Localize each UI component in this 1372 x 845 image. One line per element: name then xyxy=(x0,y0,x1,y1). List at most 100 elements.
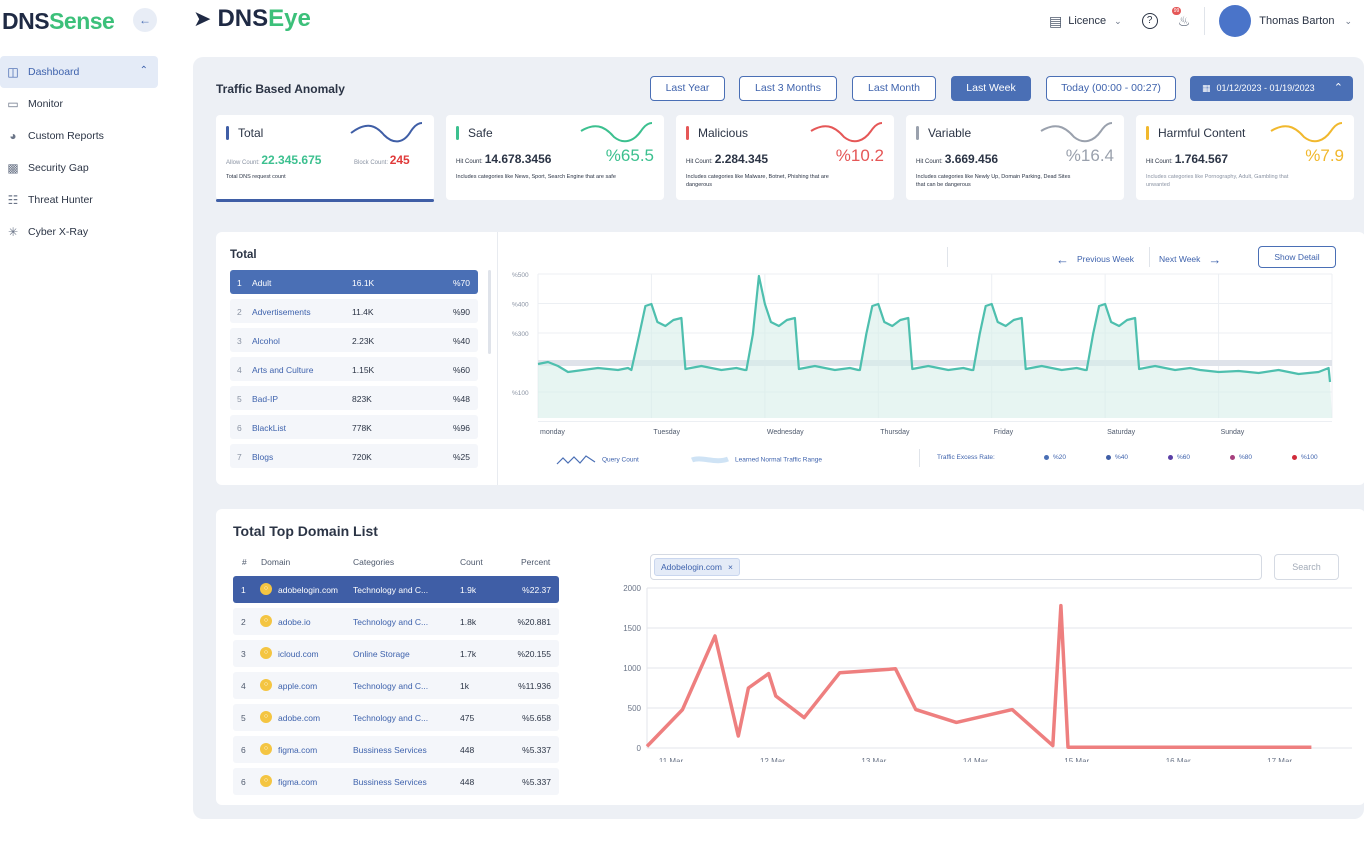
search-button[interactable]: Search xyxy=(1274,554,1339,580)
y-tick-label: %400 xyxy=(512,302,529,309)
category-row[interactable]: 2 Advertisements 11.4K %90 xyxy=(230,299,478,323)
sidebar-item-custom-reports[interactable]: ◕ Custom Reports xyxy=(0,120,158,152)
domain-name[interactable]: adobe.io xyxy=(278,617,311,627)
chevron-up-icon: ⌃ xyxy=(1333,82,1343,94)
network-icon: ☷ xyxy=(7,193,19,207)
table-row[interactable]: 3 ○ icloud.com Online Storage 1.7k %20.155 xyxy=(233,640,559,667)
next-week-button[interactable]: Next Week → xyxy=(1159,252,1222,267)
collapse-sidebar-button[interactable]: ← xyxy=(133,8,157,32)
kpi-color-bar xyxy=(456,126,459,140)
sidebar-item-threat-hunter[interactable]: ☷ Threat Hunter xyxy=(0,184,158,216)
range-last-3-months-button[interactable]: Last 3 Months xyxy=(739,76,837,101)
notification-bell-icon[interactable]: ♨ 99 xyxy=(1171,6,1191,29)
main-panel: Traffic Based Anomaly Last Year Last 3 M… xyxy=(193,57,1365,819)
category-row[interactable]: 3 Alcohol 2.23K %40 xyxy=(230,328,478,352)
table-row[interactable]: 6 ○ figma.com Bussiness Services 448 %5.337 xyxy=(233,736,559,763)
sidebar-item-security-gap[interactable]: ▩ Security Gap xyxy=(0,152,158,184)
column-header-categories[interactable]: Categories xyxy=(353,557,395,567)
column-header-percent[interactable]: Percent xyxy=(521,557,551,567)
category-row[interactable]: 7 Blogs 720K %25 xyxy=(230,444,478,468)
category-name: Alcohol xyxy=(252,336,280,346)
previous-week-button[interactable]: ← Previous Week xyxy=(1056,252,1135,267)
domain-name[interactable]: figma.com xyxy=(278,777,318,787)
kpi-card-variable[interactable]: Variable %16.4 Hit Count: 3.669.456 Inclu… xyxy=(906,115,1124,200)
category-name: Adult xyxy=(252,278,272,288)
range-last-week-button[interactable]: Last Week xyxy=(951,76,1031,101)
show-detail-button[interactable]: Show Detail xyxy=(1258,246,1336,268)
category-row[interactable]: 4 Arts and Culture 1.15K %60 xyxy=(230,357,478,381)
row-index: 3 xyxy=(237,336,242,346)
licence-menu[interactable]: Licence xyxy=(1068,15,1107,27)
kpi-name: Total xyxy=(238,126,264,140)
range-last-month-button[interactable]: Last Month xyxy=(852,76,936,101)
column-header-domain[interactable]: Domain xyxy=(261,557,291,567)
range-today-button[interactable]: Today (00:00 - 00:27) xyxy=(1046,76,1176,101)
nav-divider xyxy=(947,247,948,267)
domain-name[interactable]: adobe.com xyxy=(278,713,321,723)
calendar-icon: ▦ xyxy=(1202,83,1211,93)
sidebar-item-monitor[interactable]: ▭ Monitor xyxy=(0,88,158,120)
table-row[interactable]: 2 ○ adobe.io Technology and C... 1.8k %20.881 xyxy=(233,608,559,635)
sidebar-item-dashboard[interactable]: ◫ Dashboard ⌃ xyxy=(0,56,158,88)
domain-category: Bussiness Services xyxy=(353,777,427,787)
row-index: 5 xyxy=(237,394,242,404)
row-index: 7 xyxy=(237,452,242,462)
domain-name[interactable]: figma.com xyxy=(278,745,318,755)
category-scrollbar[interactable] xyxy=(488,270,491,354)
date-range-picker[interactable]: ▦ 01/12/2023 - 01/19/2023 ⌃ xyxy=(1190,76,1353,101)
licence-icon[interactable]: ▤ xyxy=(1048,12,1063,29)
user-name[interactable]: Thomas Barton xyxy=(1259,15,1335,27)
excess-level-legend: %20 xyxy=(1044,454,1066,461)
domain-list-title: Total Top Domain List xyxy=(233,523,378,539)
category-percent: %96 xyxy=(452,423,470,433)
domain-count: 448 xyxy=(460,777,475,787)
domain-traffic-line xyxy=(645,603,1312,749)
domain-name[interactable]: apple.com xyxy=(278,681,318,691)
kpi-card-harmful-content[interactable]: Harmful Content %7.9 Hit Count: 1.764.567… xyxy=(1136,115,1354,200)
domain-search-input[interactable]: Adobelogin.com × xyxy=(650,554,1262,580)
table-row[interactable]: 4 ○ apple.com Technology and C... 1k %11.936 xyxy=(233,672,559,699)
x-tick-label: 11 Mar xyxy=(659,757,684,762)
table-row[interactable]: 5 ○ adobe.com Technology and C... 475 %5.658 xyxy=(233,704,559,731)
domain-count: 1.9k xyxy=(460,585,477,595)
domain-name[interactable]: adobelogin.com xyxy=(278,585,339,595)
section-title: Traffic Based Anomaly xyxy=(216,82,345,96)
kpi-name: Harmful Content xyxy=(1158,126,1246,140)
row-index: 4 xyxy=(237,365,242,375)
x-tick-label: Saturday xyxy=(1107,429,1136,436)
y-tick-label: 500 xyxy=(628,704,642,713)
search-chip[interactable]: Adobelogin.com × xyxy=(654,558,740,576)
category-row[interactable]: 5 Bad-IP 823K %48 xyxy=(230,386,478,410)
y-tick-label: 2000 xyxy=(623,584,641,593)
avatar[interactable] xyxy=(1219,5,1252,37)
domain-count: 448 xyxy=(460,745,475,755)
kpi-hit-count: Hit Count: 3.669.456 xyxy=(916,152,999,166)
row-index: 3 xyxy=(241,649,246,659)
range-last-year-button[interactable]: Last Year xyxy=(650,76,725,101)
category-value: 11.4K xyxy=(352,307,374,317)
category-traffic-card: Total 1 Adult 16.1K %70 2 Advertisements 11.4K… xyxy=(216,232,1365,485)
kpi-card-safe[interactable]: Safe %65.5 Hit Count: 14.678.3456 Include… xyxy=(446,115,664,200)
help-icon[interactable]: ? xyxy=(1141,13,1158,29)
row-index: 5 xyxy=(241,713,246,723)
allow-count: Allow Count: 22.345.675 xyxy=(226,153,322,167)
close-icon[interactable]: × xyxy=(727,562,733,572)
kpi-card-total[interactable]: Total Allow Count: 22.345.675 Block Coun… xyxy=(216,115,434,202)
chevron-down-icon[interactable]: ⌄ xyxy=(1114,15,1122,26)
sidebar-item-cyber-xray[interactable]: ✳ Cyber X-Ray xyxy=(0,216,158,248)
domain-name[interactable]: icloud.com xyxy=(278,649,319,659)
category-row[interactable]: 6 BlackList 778K %96 xyxy=(230,415,478,439)
dashboard-icon: ◫ xyxy=(7,65,19,79)
category-row[interactable]: 1 Adult 16.1K %70 xyxy=(230,270,478,294)
domain-percent: %22.37 xyxy=(522,585,551,595)
category-name: Bad-IP xyxy=(252,394,278,404)
row-index: 6 xyxy=(241,777,246,787)
column-header-count[interactable]: Count xyxy=(460,557,483,567)
table-row[interactable]: 1 ○ adobelogin.com Technology and C... 1.9k%… xyxy=(233,576,559,603)
kpi-card-malicious[interactable]: Malicious %10.2 Hit Count: 2.284.345 Incl… xyxy=(676,115,894,200)
table-row[interactable]: 6 ○ figma.com Bussiness Services 448 %5.337 xyxy=(233,768,559,795)
chevron-down-icon[interactable]: ⌄ xyxy=(1344,15,1352,26)
kpi-description: Includes categories like Malware, Botnet… xyxy=(686,174,829,188)
legend-query-count: Query Count xyxy=(556,454,639,466)
legend-divider xyxy=(919,449,920,467)
